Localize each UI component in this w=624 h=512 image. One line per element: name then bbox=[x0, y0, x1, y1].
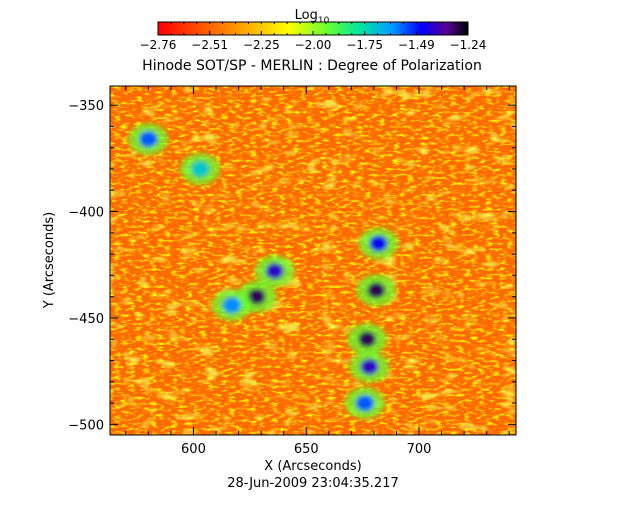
x-axis-label: X (Arcseconds) bbox=[264, 459, 361, 474]
chart-title: Hinode SOT/SP - MERLIN : Degree of Polar… bbox=[142, 58, 482, 74]
colorbar-tick-label: −1.24 bbox=[450, 38, 487, 52]
y-axis-label: Y (Arcseconds) bbox=[42, 212, 57, 309]
colorbar-tick-label: −1.75 bbox=[346, 38, 383, 52]
y-tick-label: −400 bbox=[68, 206, 104, 221]
heatmap bbox=[110, 86, 516, 435]
y-tick-label: −500 bbox=[68, 418, 104, 433]
polarization-region bbox=[369, 235, 388, 252]
x-tick-label: 650 bbox=[294, 442, 319, 457]
colorbar-ticks: −2.76 −2.51 −2.25 −2.00 −1.75 −1.49 −1.24 bbox=[140, 22, 487, 52]
x-tick-label: 700 bbox=[407, 442, 432, 457]
heatmap-texture-coarse bbox=[110, 86, 516, 435]
polarization-region bbox=[265, 263, 284, 280]
polarization-region bbox=[367, 282, 386, 299]
colorbar-tick-label: −1.49 bbox=[398, 38, 435, 52]
polarization-region bbox=[360, 358, 379, 375]
x-tick-label: 600 bbox=[181, 442, 206, 457]
y-tick-label: −450 bbox=[68, 312, 104, 327]
y-tick-label: −350 bbox=[68, 99, 104, 114]
polarization-region bbox=[358, 331, 377, 348]
timestamp: 28-Jun-2009 23:04:35.217 bbox=[227, 476, 399, 491]
colorbar-label: Log10 bbox=[295, 8, 330, 26]
colorbar-tick-label: −2.25 bbox=[243, 38, 280, 52]
colorbar-tick-label: −2.00 bbox=[295, 38, 332, 52]
plot-frame bbox=[109, 85, 517, 436]
axis-ticks: 600 650 700 −350 −400 −450 −500 bbox=[68, 86, 516, 457]
polarization-region bbox=[191, 160, 210, 177]
colorbar-tick-label: −2.51 bbox=[191, 38, 228, 52]
polarization-region bbox=[247, 288, 266, 305]
colorbar-tick-label: −2.76 bbox=[140, 38, 177, 52]
polarization-region bbox=[139, 131, 158, 148]
polarization-region bbox=[355, 395, 374, 412]
polarization-region bbox=[222, 297, 241, 314]
